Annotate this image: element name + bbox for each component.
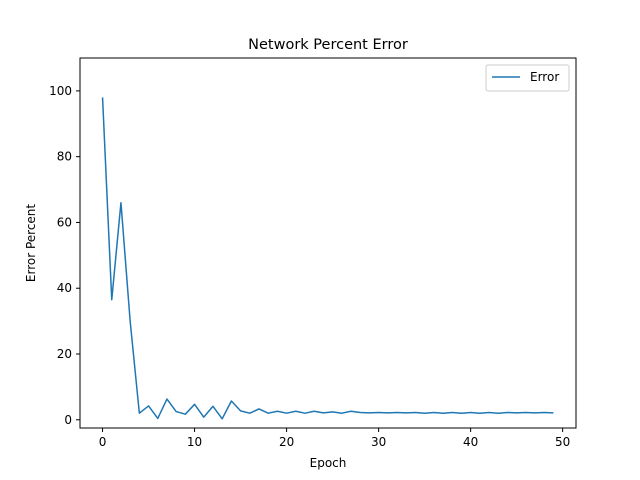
y-tick-label: 20: [57, 347, 72, 361]
y-tick-label: 0: [64, 413, 72, 427]
x-tick-label: 30: [371, 435, 386, 449]
x-axis-ticks: 0 10 20 30 40 50: [99, 428, 570, 449]
x-tick-label: 0: [99, 435, 107, 449]
y-axis-label: Error Percent: [24, 204, 38, 283]
y-tick-label: 40: [57, 281, 72, 295]
x-tick-label: 40: [463, 435, 478, 449]
y-axis-ticks: 0 20 40 60 80 100: [49, 84, 80, 427]
y-tick-label: 100: [49, 84, 72, 98]
x-tick-label: 10: [187, 435, 202, 449]
x-tick-label: 50: [555, 435, 570, 449]
y-tick-label: 80: [57, 150, 72, 164]
legend-box: [485, 64, 570, 92]
chart-title: Network Percent Error: [248, 37, 408, 53]
x-axis-label: Epoch: [310, 456, 347, 470]
legend-label-error: Error: [530, 70, 559, 84]
legend: Error: [485, 64, 570, 92]
plot-background: [80, 58, 576, 428]
x-tick-label: 20: [279, 435, 294, 449]
series-layer: [101, 97, 554, 420]
y-tick-label: 60: [57, 215, 72, 229]
plot-frame: [79, 57, 577, 429]
series-line-error: [101, 97, 554, 420]
